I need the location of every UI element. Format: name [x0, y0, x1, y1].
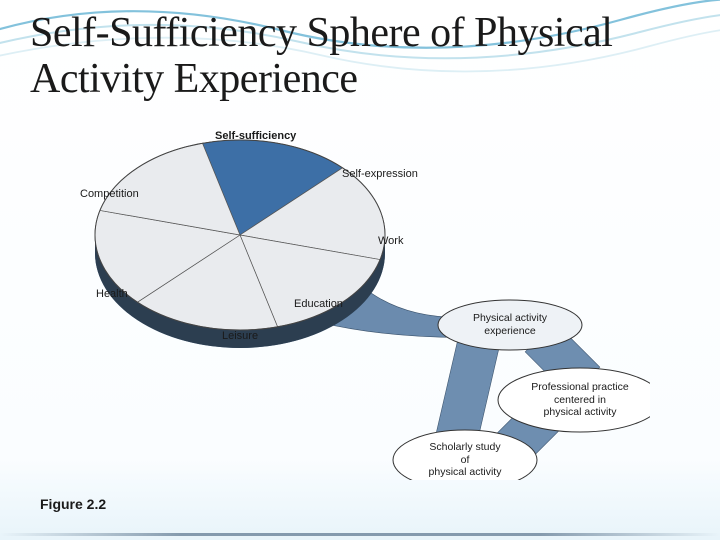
bubble-professional: Professional practicecentered inphysical… [498, 368, 662, 432]
pie-label-2: Work [378, 235, 403, 247]
pie-label-1: Self-expression [342, 168, 418, 180]
pie-label-0: Self-sufficiency [215, 130, 296, 142]
slide-underline [0, 533, 720, 536]
diagram-area: Self-sufficiency Self-expression Work Educa… [60, 130, 650, 480]
pie-label-5: Health [96, 288, 128, 300]
bubble-scholarly: Scholarly studyofphysical activity [393, 430, 537, 490]
figure-caption: Figure 2.2 [40, 496, 106, 512]
pie-extra-label-0: Competition [80, 188, 139, 200]
slide-title: Self-Sufficiency Sphere of Physical Acti… [30, 10, 670, 102]
pie-label-3: Education [294, 298, 343, 310]
bubble-experience: Physical activityexperience [438, 300, 582, 350]
slide-root: Self-Sufficiency Sphere of Physical Acti… [0, 0, 720, 540]
pie-label-4: Leisure [222, 330, 258, 342]
